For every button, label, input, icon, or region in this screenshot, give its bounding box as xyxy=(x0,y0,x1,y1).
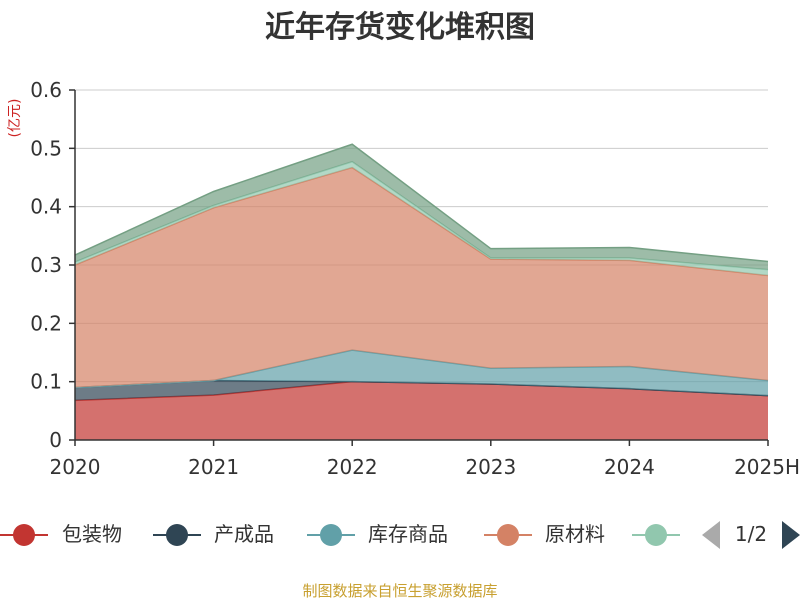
x-tick-label-2: 2022 xyxy=(327,455,378,479)
legend-label-3: 原材料 xyxy=(545,522,605,546)
y-tick-label-1: 0.1 xyxy=(30,370,62,394)
legend-pager: 1/2 xyxy=(702,521,800,549)
legend-next-arrow-icon[interactable] xyxy=(782,521,800,549)
legend-prev-arrow-icon[interactable] xyxy=(702,521,720,549)
y-tick-label-2: 0.2 xyxy=(30,311,62,335)
legend-label-1: 产成品 xyxy=(214,522,274,546)
legend-marker-0 xyxy=(13,524,35,546)
x-tick-label-1: 2021 xyxy=(188,455,239,479)
x-tick-label-4: 2024 xyxy=(604,455,655,479)
y-tick-label-6: 0.6 xyxy=(30,78,62,102)
legend: 包装物 产成品 库存商品 原材料 xyxy=(0,522,680,546)
area-series-3 xyxy=(75,167,768,388)
legend-marker-1 xyxy=(166,524,188,546)
area-series xyxy=(74,143,769,440)
area-line-5 xyxy=(74,143,769,263)
x-tick-label-5: 2025H xyxy=(734,455,800,479)
y-tick-label-4: 0.4 xyxy=(30,195,62,219)
chart-title: 近年存货变化堆积图 xyxy=(265,10,535,45)
x-tick-labels: 2020 2021 2022 2023 2024 2025H xyxy=(50,455,800,479)
legend-page-indicator: 1/2 xyxy=(735,522,767,546)
y-axis-unit: (亿元) xyxy=(7,99,23,138)
data-source: 制图数据来自恒生聚源数据库 xyxy=(302,582,497,600)
area-series-1 xyxy=(75,380,768,401)
legend-item-1[interactable]: 产成品 xyxy=(153,522,274,546)
y-tick-label-3: 0.3 xyxy=(30,253,62,277)
y-tick-label-5: 0.5 xyxy=(30,136,62,160)
axes xyxy=(69,89,769,446)
area-series-5 xyxy=(75,144,768,270)
x-tick-label-0: 2020 xyxy=(50,455,101,479)
legend-label-2: 库存商品 xyxy=(368,522,448,546)
legend-label-0: 包装物 xyxy=(62,522,122,546)
y-tick-label-0: 0 xyxy=(49,428,62,452)
legend-item-3[interactable]: 原材料 xyxy=(484,522,605,546)
legend-item-0[interactable]: 包装物 xyxy=(0,522,122,546)
area-series-0 xyxy=(75,381,768,440)
y-tick-labels: 0 0.1 0.2 0.3 0.4 0.5 0.6 xyxy=(30,78,62,452)
legend-item-2[interactable]: 库存商品 xyxy=(307,522,448,546)
area-series-2 xyxy=(75,350,768,396)
legend-item-4[interactable] xyxy=(632,524,680,546)
legend-marker-4 xyxy=(645,524,667,546)
legend-marker-2 xyxy=(320,524,342,546)
x-tick-label-3: 2023 xyxy=(465,455,516,479)
legend-marker-3 xyxy=(497,524,519,546)
